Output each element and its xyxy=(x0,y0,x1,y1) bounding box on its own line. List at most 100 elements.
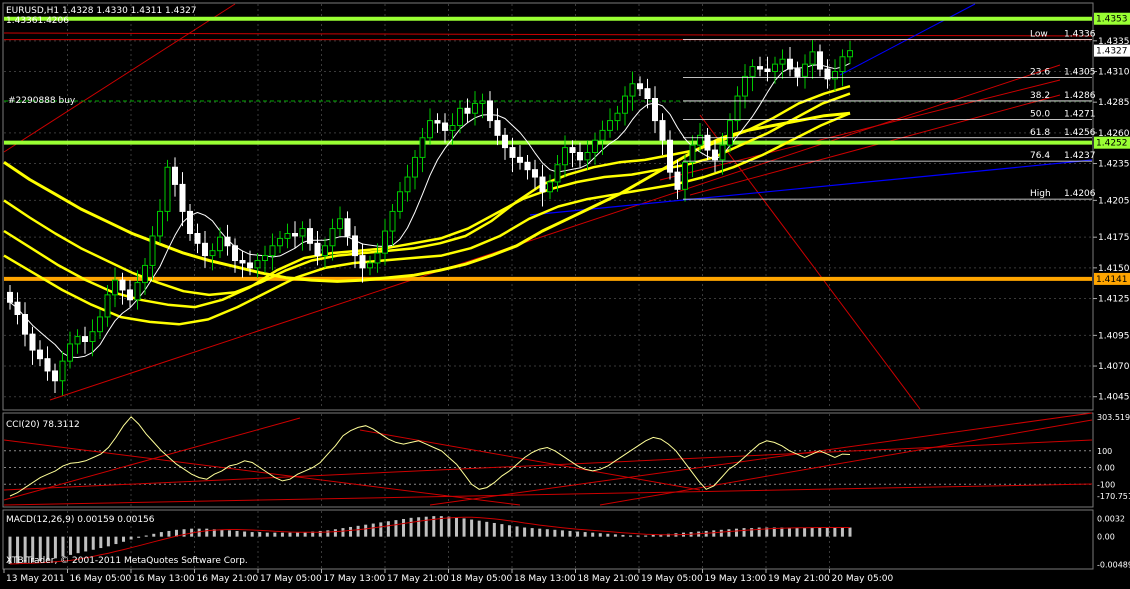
candle-body xyxy=(398,192,403,212)
candle-body xyxy=(653,99,658,121)
candle-body xyxy=(473,103,478,113)
candle-body xyxy=(195,234,200,244)
fib-level-value: 1.4206 xyxy=(1064,189,1096,199)
macd-bar xyxy=(266,533,269,537)
macd-bar xyxy=(417,517,420,536)
fib-level-value: 1.4271 xyxy=(1064,109,1096,119)
macd-bar xyxy=(326,530,329,536)
macd-bar xyxy=(584,532,587,537)
candle-body xyxy=(510,148,515,158)
macd-bar xyxy=(743,528,746,537)
candle-body xyxy=(338,219,343,229)
candle-body xyxy=(75,337,80,344)
macd-bar xyxy=(364,525,367,537)
candle-body xyxy=(623,96,628,113)
time-tick-label: 19 May 05:00 xyxy=(641,574,703,584)
macd-bar xyxy=(251,532,254,537)
time-tick-label: 13 May 2011 xyxy=(6,574,65,584)
candle-body xyxy=(518,157,523,162)
fib-level-label: 50.0 xyxy=(1030,109,1050,119)
candle-body xyxy=(120,280,125,290)
candle-body xyxy=(758,67,763,69)
macd-bar xyxy=(130,537,133,540)
macd-tick-label: -0.00489 xyxy=(1097,561,1130,570)
fib-level-label: 38.2 xyxy=(1030,91,1050,101)
price-label: 1.4252 xyxy=(1096,139,1128,149)
macd-bar xyxy=(349,527,352,537)
candle-body xyxy=(345,219,350,236)
candle-body xyxy=(150,236,155,265)
macd-bar xyxy=(538,529,541,537)
candle-body xyxy=(413,157,418,177)
macd-bar xyxy=(440,516,443,537)
macd-bar xyxy=(402,519,405,537)
macd-bar xyxy=(455,517,458,536)
macd-bar xyxy=(485,522,488,537)
candle-body xyxy=(375,253,380,263)
macd-bar xyxy=(720,530,723,537)
candle-body xyxy=(848,51,853,57)
macd-bar xyxy=(841,528,844,537)
candle-body xyxy=(278,238,283,245)
macd-bar xyxy=(394,520,397,537)
time-tick-label: 17 May 21:00 xyxy=(387,574,449,584)
candle-body xyxy=(780,59,785,64)
symbol-info: EURUSD,H1 1.4328 1.4330 1.4311 1.4327 xyxy=(6,6,197,16)
candle-body xyxy=(405,177,410,192)
time-tick-label: 16 May 21:00 xyxy=(197,574,259,584)
macd-tick-label: 0.0032 xyxy=(1097,514,1125,523)
macd-bar xyxy=(470,520,473,537)
order-label: #2290888 buy xyxy=(8,96,76,106)
candle-body xyxy=(225,237,230,246)
macd-bar xyxy=(61,537,64,557)
copyright-text: XTB-Trader, © 2001-2011 MetaQuotes Softw… xyxy=(6,556,248,566)
candle-body xyxy=(330,229,335,246)
fib-level-value: 1.4286 xyxy=(1064,91,1096,101)
macd-bar xyxy=(387,521,390,536)
candle-body xyxy=(68,344,73,361)
candle-body xyxy=(698,135,703,145)
candle-body xyxy=(765,69,770,71)
candle-body xyxy=(503,135,508,147)
candle-body xyxy=(98,317,103,332)
macd-bar xyxy=(826,528,829,537)
candle-body xyxy=(23,315,28,335)
macd-bar xyxy=(167,531,170,537)
price-tick-label: 1.4150 xyxy=(1098,264,1130,274)
macd-bar xyxy=(447,517,450,537)
candle-body xyxy=(428,121,433,138)
candle-body xyxy=(728,121,733,146)
macd-bar xyxy=(122,537,125,542)
macd-bar xyxy=(629,536,632,537)
price-tick-label: 1.4095 xyxy=(1098,331,1130,341)
macd-bar xyxy=(500,524,503,537)
macd-bar xyxy=(637,536,640,537)
candle-body xyxy=(750,67,755,77)
candle-body xyxy=(105,295,110,317)
candle-body xyxy=(263,256,268,261)
candle-body xyxy=(668,140,673,172)
macd-bar xyxy=(493,523,496,537)
macd-bar xyxy=(849,528,852,537)
candle-body xyxy=(450,126,455,131)
candle-body xyxy=(585,153,590,160)
macd-bar xyxy=(84,537,87,552)
candle-body xyxy=(630,84,635,96)
macd-bar xyxy=(591,533,594,537)
macd-bar xyxy=(811,528,814,537)
candle-body xyxy=(675,172,680,189)
macd-bar xyxy=(198,529,201,537)
cci-title: CCI(20) 78.3112 xyxy=(6,420,80,430)
fib-level-value: 1.4336 xyxy=(1064,30,1096,40)
candle-body xyxy=(638,84,643,89)
candle-body xyxy=(578,153,583,160)
candle-body xyxy=(465,108,470,113)
macd-bar xyxy=(228,530,231,536)
macd-bar xyxy=(712,530,715,536)
macd-bar xyxy=(281,533,284,537)
macd-bar xyxy=(372,524,375,537)
candle-body xyxy=(608,121,613,131)
candle-body xyxy=(593,140,598,152)
macd-bar xyxy=(145,536,148,537)
